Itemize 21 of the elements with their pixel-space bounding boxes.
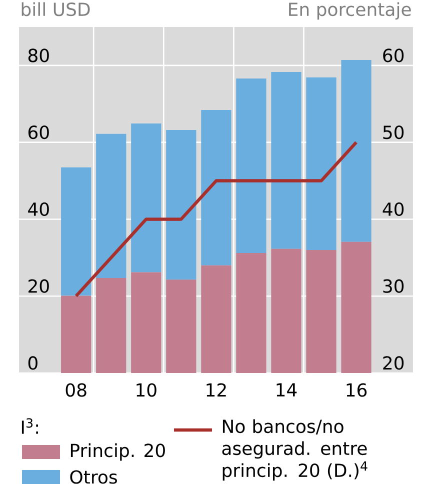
y-tick-label: 80 xyxy=(28,48,49,62)
y2-tick-label: 30 xyxy=(383,279,404,293)
y2-tick-label: 60 xyxy=(383,48,404,62)
legend-label: Otros xyxy=(70,470,117,484)
y-axis-title: bill USD xyxy=(22,2,90,16)
x-tick-label: 12 xyxy=(206,383,226,397)
x-tick-label: 14 xyxy=(276,383,297,396)
legend-label: Princip. 20 xyxy=(70,443,165,461)
y2-tick-label: 40 xyxy=(382,202,404,216)
y2-tick-label: 20 xyxy=(383,356,404,370)
y-tick-label: 20 xyxy=(28,279,49,293)
legend-label: No bancos/no asegurad. entre princip. 20 (D.)$^{4}$ xyxy=(222,419,368,481)
y-tick-label: 0 xyxy=(28,356,38,370)
legend-title: I$^{3}$: xyxy=(22,418,38,434)
y-tick-label: 40 xyxy=(28,202,49,216)
y2-axis-title: En porcentaje xyxy=(289,2,411,20)
y2-tick-label: 50 xyxy=(383,126,404,140)
x-tick-label: 16 xyxy=(346,383,367,397)
y-tick-label: 60 xyxy=(28,126,49,140)
x-tick-label: 08 xyxy=(66,383,86,397)
x-tick-label: 10 xyxy=(136,383,156,397)
